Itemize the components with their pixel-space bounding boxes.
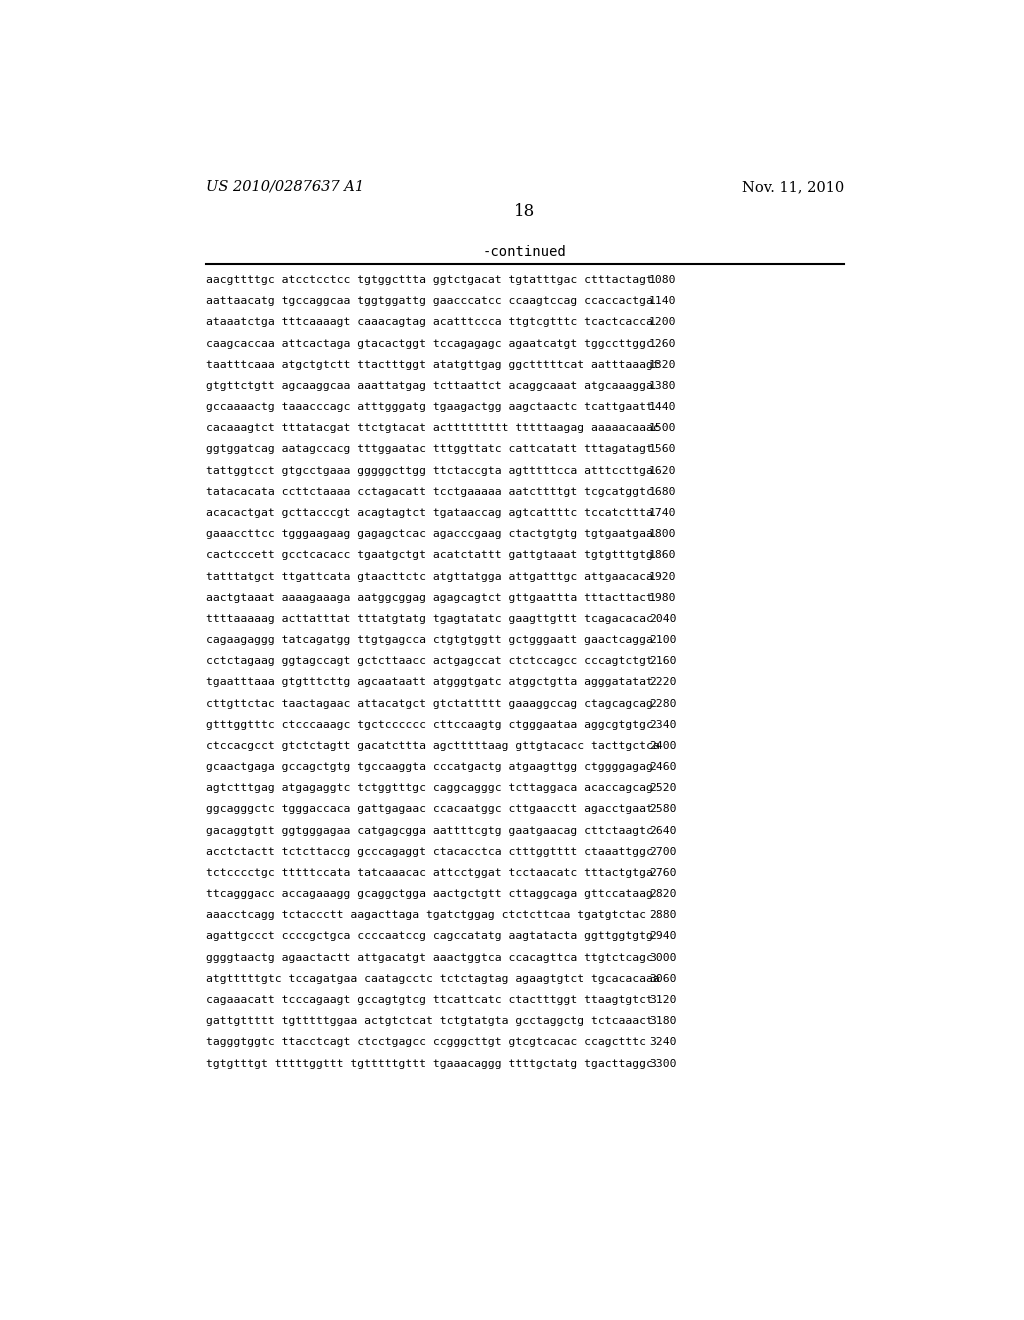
Text: 1680: 1680 <box>649 487 676 496</box>
Text: tatacacata ccttctaaaa cctagacatt tcctgaaaaa aatcttttgt tcgcatggtc: tatacacata ccttctaaaa cctagacatt tcctgaa… <box>206 487 652 496</box>
Text: aaacctcagg tctaccctt aagacttaga tgatctggag ctctcttcaa tgatgtctac: aaacctcagg tctaccctt aagacttaga tgatctgg… <box>206 911 645 920</box>
Text: 2220: 2220 <box>649 677 676 688</box>
Text: gtttggtttc ctcccaaagc tgctcccccc cttccaagtg ctgggaataa aggcgtgtgc: gtttggtttc ctcccaaagc tgctcccccc cttccaa… <box>206 719 652 730</box>
Text: aacgttttgc atcctcctcc tgtggcttta ggtctgacat tgtatttgac ctttactagt: aacgttttgc atcctcctcc tgtggcttta ggtctga… <box>206 275 652 285</box>
Text: Nov. 11, 2010: Nov. 11, 2010 <box>741 180 844 194</box>
Text: ggcagggctc tgggaccaca gattgagaac ccacaatggc cttgaacctt agacctgaat: ggcagggctc tgggaccaca gattgagaac ccacaat… <box>206 804 652 814</box>
Text: 2280: 2280 <box>649 698 676 709</box>
Text: gacaggtgtt ggtgggagaa catgagcgga aattttcgtg gaatgaacag cttctaagtc: gacaggtgtt ggtgggagaa catgagcgga aattttc… <box>206 825 652 836</box>
Text: US 2010/0287637 A1: US 2010/0287637 A1 <box>206 180 364 194</box>
Text: aactgtaaat aaaagaaaga aatggcggag agagcagtct gttgaattta tttacttact: aactgtaaat aaaagaaaga aatggcggag agagcag… <box>206 593 652 603</box>
Text: 1560: 1560 <box>649 445 676 454</box>
Text: 3060: 3060 <box>649 974 676 983</box>
Text: ggtggatcag aatagccacg tttggaatac tttggttatc cattcatatt tttagatagt: ggtggatcag aatagccacg tttggaatac tttggtt… <box>206 445 652 454</box>
Text: 2160: 2160 <box>649 656 676 667</box>
Text: 2880: 2880 <box>649 911 676 920</box>
Text: ggggtaactg agaactactt attgacatgt aaactggtca ccacagttca ttgtctcagc: ggggtaactg agaactactt attgacatgt aaactgg… <box>206 953 652 962</box>
Text: tgtgtttgt tttttggttt tgtttttgttt tgaaacaggg ttttgctatg tgacttaggc: tgtgtttgt tttttggttt tgtttttgttt tgaaaca… <box>206 1059 652 1068</box>
Text: 2700: 2700 <box>649 847 676 857</box>
Text: 3120: 3120 <box>649 995 676 1005</box>
Text: 1800: 1800 <box>649 529 676 539</box>
Text: -continued: -continued <box>483 246 566 259</box>
Text: 2580: 2580 <box>649 804 676 814</box>
Text: ctccacgcct gtctctagtt gacatcttta agctttttaag gttgtacacc tacttgctca: ctccacgcct gtctctagtt gacatcttta agctttt… <box>206 741 659 751</box>
Text: 1860: 1860 <box>649 550 676 560</box>
Text: 2040: 2040 <box>649 614 676 624</box>
Text: cacaaagtct tttatacgat ttctgtacat acttttttttt tttttaagag aaaaacaaac: cacaaagtct tttatacgat ttctgtacat acttttt… <box>206 424 659 433</box>
Text: 2460: 2460 <box>649 762 676 772</box>
Text: 1200: 1200 <box>649 317 676 327</box>
Text: gattgttttt tgtttttggaa actgtctcat tctgtatgta gcctaggctg tctcaaact: gattgttttt tgtttttggaa actgtctcat tctgta… <box>206 1016 652 1026</box>
Text: ttcagggacc accagaaagg gcaggctgga aactgctgtt cttaggcaga gttccataag: ttcagggacc accagaaagg gcaggctgga aactgct… <box>206 890 652 899</box>
Text: caagcaccaa attcactaga gtacactggt tccagagagc agaatcatgt tggccttggc: caagcaccaa attcactaga gtacactggt tccagag… <box>206 339 652 348</box>
Text: 1260: 1260 <box>649 339 676 348</box>
Text: aattaacatg tgccaggcaa tggtggattg gaacccatcc ccaagtccag ccaccactga: aattaacatg tgccaggcaa tggtggattg gaaccca… <box>206 296 652 306</box>
Text: 1980: 1980 <box>649 593 676 603</box>
Text: 2340: 2340 <box>649 719 676 730</box>
Text: tgaatttaaa gtgtttcttg agcaataatt atgggtgatc atggctgtta agggatatat: tgaatttaaa gtgtttcttg agcaataatt atgggtg… <box>206 677 652 688</box>
Text: ataaatctga tttcaaaagt caaacagtag acatttccca ttgtcgtttc tcactcacca: ataaatctga tttcaaaagt caaacagtag acatttc… <box>206 317 652 327</box>
Text: cactcccett gcctcacacc tgaatgctgt acatctattt gattgtaaat tgtgtttgtg: cactcccett gcctcacacc tgaatgctgt acatcta… <box>206 550 652 560</box>
Text: 2820: 2820 <box>649 890 676 899</box>
Text: agattgccct ccccgctgca ccccaatccg cagccatatg aagtatacta ggttggtgtg: agattgccct ccccgctgca ccccaatccg cagccat… <box>206 932 652 941</box>
Text: gaaaccttcc tgggaagaag gagagctcac agacccgaag ctactgtgtg tgtgaatgaa: gaaaccttcc tgggaagaag gagagctcac agacccg… <box>206 529 652 539</box>
Text: 1320: 1320 <box>649 360 676 370</box>
Text: agtctttgag atgagaggtc tctggtttgc caggcagggc tcttaggaca acaccagcag: agtctttgag atgagaggtc tctggtttgc caggcag… <box>206 783 652 793</box>
Text: 1140: 1140 <box>649 296 676 306</box>
Text: tattggtcct gtgcctgaaa gggggcttgg ttctaccgta agtttttcca atttccttga: tattggtcct gtgcctgaaa gggggcttgg ttctacc… <box>206 466 652 475</box>
Text: taatttcaaa atgctgtctt ttactttggt atatgttgag ggctttttcat aatttaaagt: taatttcaaa atgctgtctt ttactttggt atatgtt… <box>206 360 659 370</box>
Text: 2760: 2760 <box>649 869 676 878</box>
Text: tctcccctgc tttttccata tatcaaacac attcctggat tcctaacatc tttactgtga: tctcccctgc tttttccata tatcaaacac attcctg… <box>206 869 652 878</box>
Text: gccaaaactg taaacccagc atttgggatg tgaagactgg aagctaactc tcattgaatt: gccaaaactg taaacccagc atttgggatg tgaagac… <box>206 403 652 412</box>
Text: tatttatgct ttgattcata gtaacttctc atgttatgga attgatttgc attgaacaca: tatttatgct ttgattcata gtaacttctc atgttat… <box>206 572 652 582</box>
Text: cagaaacatt tcccagaagt gccagtgtcg ttcattcatc ctactttggt ttaagtgtct: cagaaacatt tcccagaagt gccagtgtcg ttcattc… <box>206 995 652 1005</box>
Text: 1080: 1080 <box>649 275 676 285</box>
Text: 1740: 1740 <box>649 508 676 517</box>
Text: gtgttctgtt agcaaggcaa aaattatgag tcttaattct acaggcaaat atgcaaagga: gtgttctgtt agcaaggcaa aaattatgag tcttaat… <box>206 381 652 391</box>
Text: 3300: 3300 <box>649 1059 676 1068</box>
Text: tagggtggtc ttacctcagt ctcctgagcc ccgggcttgt gtcgtcacac ccagctttc: tagggtggtc ttacctcagt ctcctgagcc ccgggct… <box>206 1038 645 1047</box>
Text: 1500: 1500 <box>649 424 676 433</box>
Text: 2100: 2100 <box>649 635 676 645</box>
Text: gcaactgaga gccagctgtg tgccaaggta cccatgactg atgaagttgg ctggggagag: gcaactgaga gccagctgtg tgccaaggta cccatga… <box>206 762 652 772</box>
Text: 3180: 3180 <box>649 1016 676 1026</box>
Text: acacactgat gcttacccgt acagtagtct tgataaccag agtcattttc tccatcttta: acacactgat gcttacccgt acagtagtct tgataac… <box>206 508 652 517</box>
Text: 1440: 1440 <box>649 403 676 412</box>
Text: acctctactt tctcttaccg gcccagaggt ctacacctca ctttggtttt ctaaattggc: acctctactt tctcttaccg gcccagaggt ctacacc… <box>206 847 652 857</box>
Text: cagaagaggg tatcagatgg ttgtgagcca ctgtgtggtt gctgggaatt gaactcagga: cagaagaggg tatcagatgg ttgtgagcca ctgtgtg… <box>206 635 652 645</box>
Text: ttttaaaaag acttatttat tttatgtatg tgagtatatc gaagttgttt tcagacacac: ttttaaaaag acttatttat tttatgtatg tgagtat… <box>206 614 652 624</box>
Text: 18: 18 <box>514 203 536 220</box>
Text: 1380: 1380 <box>649 381 676 391</box>
Text: cttgttctac taactagaac attacatgct gtctattttt gaaaggccag ctagcagcag: cttgttctac taactagaac attacatgct gtctatt… <box>206 698 652 709</box>
Text: 1620: 1620 <box>649 466 676 475</box>
Text: 1920: 1920 <box>649 572 676 582</box>
Text: 3000: 3000 <box>649 953 676 962</box>
Text: 3240: 3240 <box>649 1038 676 1047</box>
Text: atgtttttgtc tccagatgaa caatagcctc tctctagtag agaagtgtct tgcacacaaa: atgtttttgtc tccagatgaa caatagcctc tctcta… <box>206 974 659 983</box>
Text: 2400: 2400 <box>649 741 676 751</box>
Text: 2940: 2940 <box>649 932 676 941</box>
Text: 2520: 2520 <box>649 783 676 793</box>
Text: 2640: 2640 <box>649 825 676 836</box>
Text: cctctagaag ggtagccagt gctcttaacc actgagccat ctctccagcc cccagtctgt: cctctagaag ggtagccagt gctcttaacc actgagc… <box>206 656 652 667</box>
